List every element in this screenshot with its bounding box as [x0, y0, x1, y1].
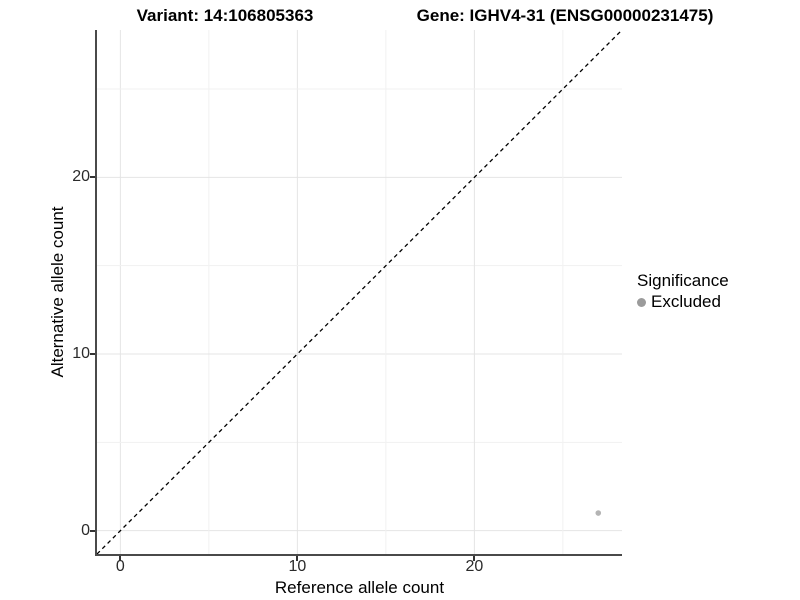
y-tick-label: 0 [81, 521, 90, 539]
x-tick-label: 10 [288, 558, 307, 575]
x-tick-mark [119, 556, 122, 561]
legend-entry-label: Excluded [651, 292, 721, 311]
identity-dashed-line [97, 30, 622, 554]
y-axis-title: Alternative allele count [48, 206, 67, 378]
y-tick-label: 10 [72, 345, 90, 362]
plot-title-variant: Variant: 14:106805363 [136, 6, 314, 25]
y-tick-label: 20 [72, 168, 90, 186]
y-tick-mark [90, 176, 95, 179]
y-tick-mark [90, 353, 95, 355]
legend-entry-excluded: Excluded [637, 292, 729, 312]
chart-panel [95, 30, 622, 556]
legend-key-dot-icon [637, 297, 646, 307]
plot-title-gene: Gene: IGHV4-31 (ENSG00000231475) [416, 6, 714, 25]
legend-title: Significance [637, 271, 729, 290]
data-point [595, 510, 602, 516]
legend: Significance Excluded [637, 271, 729, 312]
scatter-plot-area [97, 30, 622, 554]
x-tick-mark [296, 556, 299, 561]
x-tick-label: 20 [465, 558, 484, 575]
x-tick-mark [473, 556, 476, 561]
y-tick-mark [90, 529, 95, 532]
x-axis-title: Reference allele count [274, 578, 445, 597]
x-tick-label: 0 [115, 558, 125, 575]
